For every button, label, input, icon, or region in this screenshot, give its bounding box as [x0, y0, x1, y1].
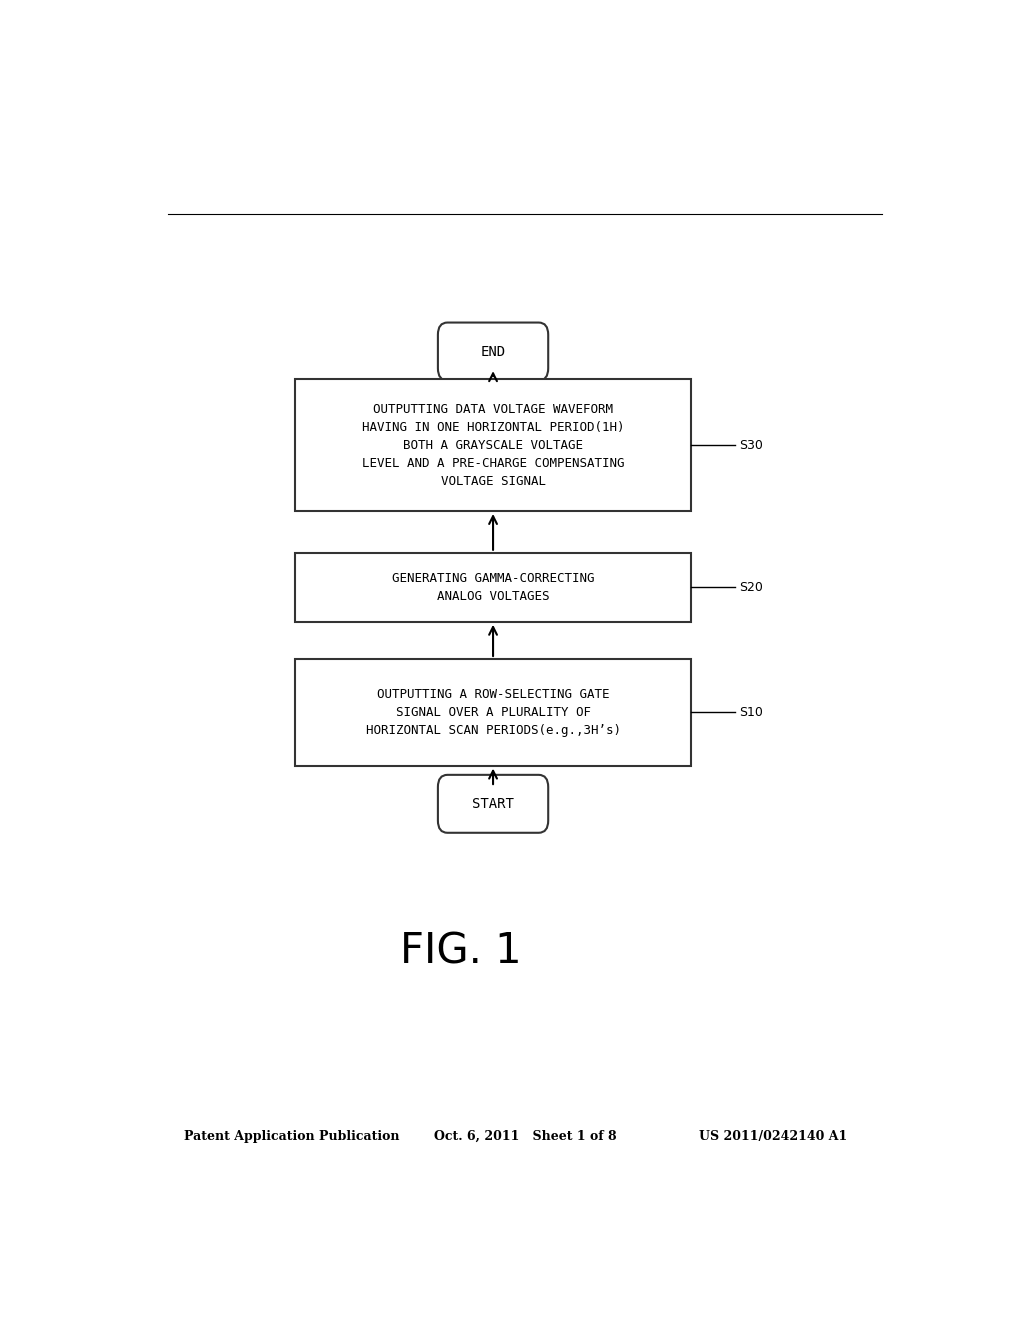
Text: S10: S10	[739, 706, 763, 719]
Text: START: START	[472, 797, 514, 810]
Text: OUTPUTTING A ROW-SELECTING GATE
SIGNAL OVER A PLURALITY OF
HORIZONTAL SCAN PERIO: OUTPUTTING A ROW-SELECTING GATE SIGNAL O…	[366, 688, 621, 737]
Text: Oct. 6, 2011   Sheet 1 of 8: Oct. 6, 2011 Sheet 1 of 8	[433, 1130, 616, 1143]
Bar	[295, 379, 691, 511]
FancyBboxPatch shape	[438, 322, 548, 380]
FancyBboxPatch shape	[438, 775, 548, 833]
Text: END: END	[480, 345, 506, 359]
Text: FIG. 1: FIG. 1	[400, 931, 522, 973]
Bar	[295, 659, 691, 766]
Text: OUTPUTTING DATA VOLTAGE WAVEFORM
HAVING IN ONE HORIZONTAL PERIOD(1H)
BOTH A GRAY: OUTPUTTING DATA VOLTAGE WAVEFORM HAVING …	[361, 403, 625, 487]
Text: S20: S20	[739, 581, 763, 594]
Text: Patent Application Publication: Patent Application Publication	[183, 1130, 399, 1143]
Text: US 2011/0242140 A1: US 2011/0242140 A1	[699, 1130, 848, 1143]
Bar	[295, 553, 691, 622]
Text: GENERATING GAMMA-CORRECTING
ANALOG VOLTAGES: GENERATING GAMMA-CORRECTING ANALOG VOLTA…	[392, 572, 594, 603]
Text: S30: S30	[739, 438, 763, 451]
